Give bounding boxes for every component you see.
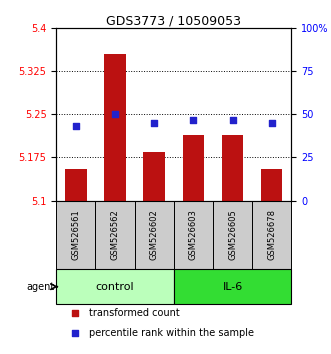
Text: control: control <box>96 282 134 292</box>
Text: agent: agent <box>26 282 54 292</box>
Text: GSM526605: GSM526605 <box>228 210 237 260</box>
Bar <box>174 269 291 304</box>
Point <box>191 117 196 122</box>
Bar <box>183 135 204 200</box>
Text: GSM526602: GSM526602 <box>150 210 159 260</box>
Bar <box>252 200 291 269</box>
Point <box>269 120 274 126</box>
Bar <box>143 152 165 200</box>
Title: GDS3773 / 10509053: GDS3773 / 10509053 <box>106 14 241 27</box>
Point <box>113 112 118 117</box>
Text: transformed count: transformed count <box>89 308 180 318</box>
Bar <box>95 200 135 269</box>
Bar <box>261 169 282 200</box>
Text: IL-6: IL-6 <box>222 282 243 292</box>
Point <box>72 330 78 336</box>
Bar <box>174 200 213 269</box>
Bar <box>213 200 252 269</box>
Bar <box>104 54 126 200</box>
Bar <box>65 169 87 200</box>
Bar <box>56 200 95 269</box>
Text: GSM526562: GSM526562 <box>111 210 119 260</box>
Bar <box>222 135 243 200</box>
Text: GSM526603: GSM526603 <box>189 210 198 261</box>
Text: GSM526561: GSM526561 <box>71 210 80 260</box>
Text: percentile rank within the sample: percentile rank within the sample <box>89 328 254 338</box>
Point <box>152 120 157 126</box>
Point <box>230 117 235 122</box>
Point <box>73 124 78 129</box>
Bar <box>56 269 174 304</box>
Point <box>72 310 78 316</box>
Bar <box>135 200 174 269</box>
Text: GSM526678: GSM526678 <box>267 210 276 261</box>
